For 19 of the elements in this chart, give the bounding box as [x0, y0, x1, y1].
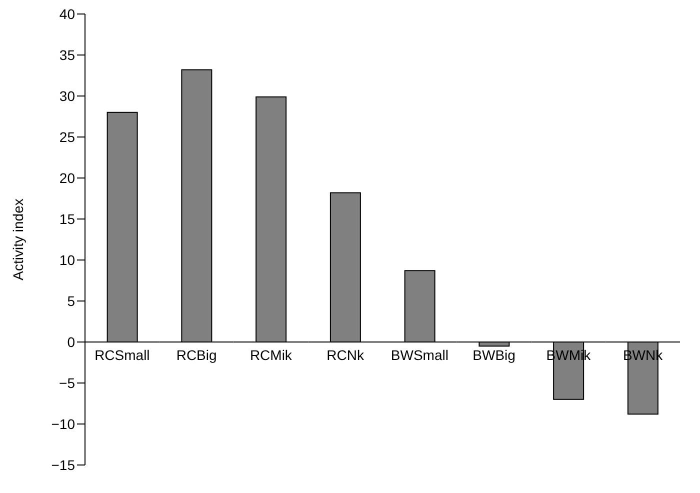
y-tick-label: −10: [51, 416, 76, 432]
x-tick-label: RCBig: [176, 347, 217, 363]
y-tick-label: −5: [59, 374, 76, 391]
x-tick-label: RCSmall: [94, 347, 150, 363]
y-tick-label: 35: [59, 46, 76, 63]
y-tick-label: 25: [59, 128, 76, 145]
y-tick-label: 15: [59, 210, 76, 227]
y-tick-label: 5: [67, 292, 76, 309]
y-tick-label: −15: [51, 456, 76, 473]
y-tick-label: 20: [59, 170, 76, 186]
x-tick-label: RCNk: [326, 347, 365, 363]
y-tick-label: 10: [59, 252, 76, 268]
x-tick-label: BWSmall: [390, 347, 448, 363]
x-tick-label: RCMik: [250, 347, 293, 363]
y-tick-label: 40: [59, 6, 76, 22]
y-tick-label: 30: [59, 88, 76, 104]
x-tick-label: BWBig: [472, 347, 516, 363]
y-axis-title: Activity index: [10, 198, 26, 280]
y-tick-label: 0: [67, 334, 76, 350]
